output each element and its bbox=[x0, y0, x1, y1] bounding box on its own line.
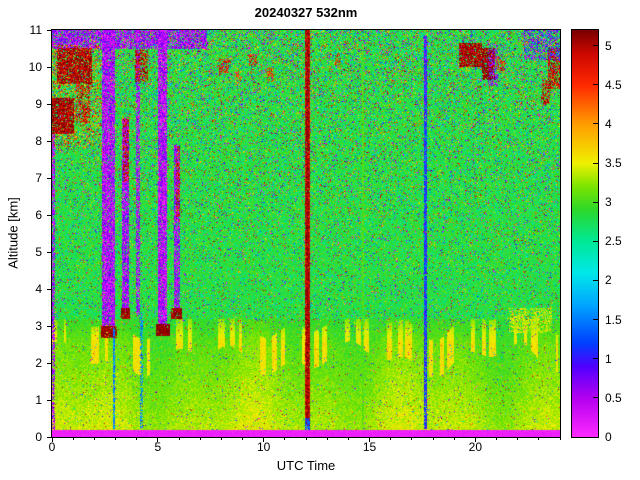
colorbar-tick-label: 1 bbox=[605, 351, 612, 366]
x-minor-tick bbox=[199, 437, 201, 440]
colorbar-tick bbox=[593, 436, 598, 438]
colorbar-tick-label: 1.5 bbox=[605, 312, 622, 327]
x-minor-tick bbox=[284, 437, 286, 440]
y-tick-label: 2 bbox=[35, 356, 42, 370]
colorbar-tick-label: 2 bbox=[605, 273, 612, 288]
x-minor-tick bbox=[93, 437, 95, 440]
y-major-tick bbox=[47, 288, 52, 290]
colorbar bbox=[571, 29, 599, 438]
y-tick-label: 11 bbox=[29, 23, 42, 37]
y-tick-label: 5 bbox=[35, 245, 42, 259]
x-minor-tick bbox=[178, 437, 180, 440]
y-major-tick bbox=[47, 66, 52, 68]
y-tick-label: 6 bbox=[35, 208, 42, 222]
x-minor-tick bbox=[242, 437, 243, 440]
colorbar-tick-labels: 0 0.5 1 1.5 2 2.5 3 3.5 4 4.5 5 bbox=[602, 30, 640, 444]
y-tick-label: 0 bbox=[35, 430, 42, 444]
colorbar-tick bbox=[593, 397, 598, 399]
colorbar-tick bbox=[593, 123, 598, 125]
x-tick-label: 10 bbox=[256, 440, 271, 454]
colorbar-tick bbox=[593, 201, 598, 203]
y-major-tick bbox=[47, 399, 52, 401]
x-tick-label: 0 bbox=[48, 440, 56, 454]
heatmap-canvas bbox=[52, 30, 560, 437]
y-major-tick bbox=[47, 251, 52, 253]
colorbar-tick bbox=[593, 279, 598, 281]
colorbar-tick-label: 0 bbox=[605, 430, 612, 444]
x-minor-tick bbox=[220, 437, 222, 440]
colorbar-tick bbox=[593, 240, 598, 242]
colorbar-tick-label: 0.5 bbox=[605, 390, 622, 405]
y-major-tick bbox=[47, 29, 52, 31]
y-tick-label: 1 bbox=[35, 393, 42, 407]
x-minor-tick bbox=[517, 437, 519, 440]
plot-area bbox=[47, 29, 561, 442]
plot-title: 20240327 532nm bbox=[254, 5, 358, 20]
x-major-tick bbox=[263, 437, 265, 442]
colorbar-tick bbox=[593, 358, 598, 360]
colorbar-tick bbox=[593, 84, 598, 86]
x-major-tick bbox=[51, 437, 53, 442]
x-minor-tick bbox=[136, 437, 138, 440]
x-tick-label: 15 bbox=[362, 440, 377, 454]
y-tick-label: 7 bbox=[35, 171, 42, 185]
colorbar-tick-label: 5 bbox=[605, 38, 612, 53]
x-axis-label: UTC Time bbox=[276, 458, 336, 473]
y-major-tick bbox=[47, 140, 52, 142]
y-axis-tick-labels: 0 1 2 3 4 5 6 7 8 9 10 11 bbox=[0, 23, 48, 444]
y-major-tick bbox=[47, 362, 52, 364]
x-axis-tick-labels: 0 5 10 15 20 bbox=[48, 439, 560, 455]
y-tick-label: 4 bbox=[35, 282, 42, 296]
y-tick-label: 10 bbox=[28, 60, 42, 74]
x-minor-tick bbox=[347, 437, 349, 440]
x-minor-tick bbox=[72, 437, 74, 440]
colorbar-tick-label: 4.5 bbox=[605, 77, 622, 92]
x-tick-label: 20 bbox=[468, 440, 483, 454]
y-major-tick bbox=[47, 177, 52, 179]
x-tick-label: 5 bbox=[154, 440, 162, 454]
x-minor-tick bbox=[115, 437, 116, 440]
x-major-tick bbox=[157, 437, 159, 442]
colorbar-tick-label: 3 bbox=[605, 195, 612, 210]
x-minor-tick bbox=[305, 437, 307, 440]
y-major-tick bbox=[47, 214, 52, 216]
colorbar-canvas bbox=[572, 30, 598, 437]
y-major-tick bbox=[47, 436, 52, 438]
x-minor-tick bbox=[390, 437, 392, 440]
colorbar-tick-label: 4 bbox=[605, 116, 612, 131]
x-minor-tick bbox=[326, 437, 328, 440]
y-tick-label: 9 bbox=[35, 97, 42, 111]
x-minor-tick bbox=[453, 437, 455, 440]
x-minor-tick bbox=[432, 437, 434, 440]
colorbar-tick bbox=[593, 45, 598, 47]
colorbar-tick-label: 2.5 bbox=[605, 234, 622, 249]
x-minor-tick bbox=[496, 437, 497, 440]
x-major-tick bbox=[474, 437, 476, 442]
y-major-tick bbox=[47, 325, 52, 327]
y-tick-label: 8 bbox=[35, 134, 42, 148]
y-major-tick bbox=[47, 103, 52, 105]
x-major-tick bbox=[369, 437, 370, 442]
colorbar-tick bbox=[593, 319, 598, 321]
x-minor-tick bbox=[538, 437, 540, 440]
x-minor-tick bbox=[411, 437, 413, 440]
x-minor-tick bbox=[559, 437, 561, 440]
colorbar-tick-label: 3.5 bbox=[605, 156, 622, 171]
y-tick-label: 3 bbox=[35, 319, 42, 333]
colorbar-tick bbox=[593, 162, 598, 164]
